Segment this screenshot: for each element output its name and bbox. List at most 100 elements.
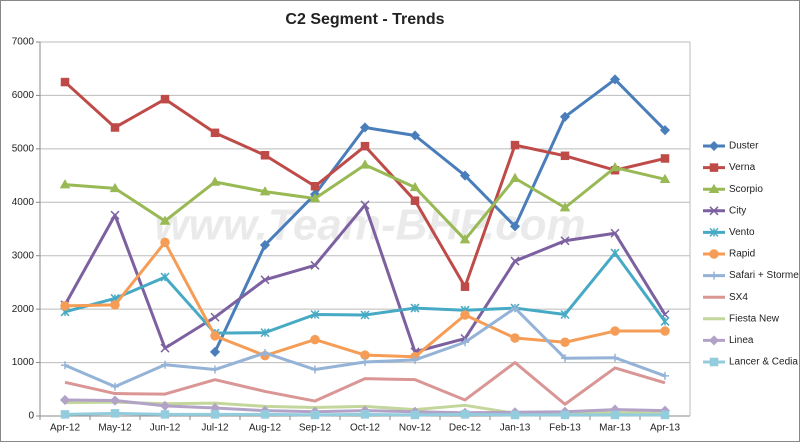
data-point (510, 333, 520, 343)
data-point (110, 409, 120, 418)
data-point (60, 301, 70, 311)
y-tick-label: 0 (28, 411, 34, 422)
data-point (460, 310, 470, 320)
data-point (211, 365, 219, 374)
legend-marker (709, 163, 719, 172)
legend-marker (708, 140, 720, 152)
data-point (660, 326, 670, 336)
data-point (160, 272, 170, 282)
data-point (159, 400, 171, 411)
data-point (160, 237, 170, 248)
data-point (209, 346, 221, 357)
data-point (360, 350, 370, 360)
x-tick-label: Jun-12 (150, 423, 181, 434)
legend-marker (709, 227, 719, 237)
x-tick-label: May-12 (98, 423, 132, 434)
data-point (510, 410, 520, 420)
legend-marker (710, 271, 718, 280)
data-point (210, 410, 220, 419)
data-point (610, 410, 620, 420)
data-point (660, 154, 670, 163)
data-point (160, 343, 170, 353)
legend-label: City (729, 205, 746, 216)
data-point (210, 128, 220, 138)
data-point (259, 239, 271, 251)
data-point (60, 410, 70, 419)
data-point (561, 354, 569, 363)
watermark: www.Team-BHP.com (154, 201, 585, 250)
data-point (560, 151, 570, 161)
data-point (409, 181, 421, 192)
data-point (509, 221, 521, 232)
legend-marker (708, 335, 720, 346)
y-tick-label: 7000 (12, 37, 35, 48)
data-point (560, 309, 570, 320)
legend-label: Scorpio (729, 184, 763, 195)
x-tick-label: Mar-13 (599, 423, 631, 434)
data-point (210, 331, 220, 341)
data-point (360, 200, 370, 210)
x-tick-label: Nov-12 (399, 423, 432, 434)
y-tick-label: 2000 (12, 304, 35, 315)
data-point (309, 193, 321, 203)
data-point (559, 111, 571, 122)
data-point (410, 303, 420, 313)
data-point (511, 304, 519, 313)
x-tick-label: Apr-13 (650, 423, 680, 434)
data-point (510, 140, 520, 150)
data-point (361, 358, 369, 367)
data-point (560, 337, 570, 348)
legend-label: Safari + Storme (729, 270, 799, 281)
y-tick-label: 1000 (12, 357, 35, 368)
chart-title: C2 Segment - Trends (285, 11, 444, 28)
data-point (260, 328, 270, 338)
data-point (260, 275, 270, 285)
legend-label: Vento (729, 227, 755, 238)
data-point (161, 360, 169, 369)
series-line (213, 77, 667, 353)
series-line (64, 361, 666, 406)
data-point (310, 410, 320, 420)
data-point (560, 236, 570, 246)
y-tick-label: 6000 (12, 90, 35, 101)
data-point (59, 394, 71, 406)
data-point (509, 172, 521, 182)
data-point (460, 282, 470, 291)
data-point (410, 196, 420, 205)
x-tick-label: Feb-13 (549, 423, 581, 434)
x-tick-label: Dec-12 (449, 423, 482, 434)
data-point (111, 382, 119, 391)
data-point (210, 312, 220, 322)
data-point (610, 326, 620, 336)
data-point (559, 202, 571, 212)
data-point (609, 74, 621, 85)
data-point (160, 410, 170, 419)
y-tick-label: 4000 (12, 197, 35, 208)
data-point (359, 122, 371, 133)
legend-marker (709, 206, 719, 216)
data-point (610, 248, 620, 258)
data-point (611, 353, 619, 362)
legend-label: Verna (729, 162, 756, 173)
data-point (110, 300, 120, 310)
data-point (510, 256, 520, 266)
data-point (310, 309, 320, 320)
data-point (109, 395, 121, 406)
data-point (110, 210, 120, 220)
legend-label: Fiesta New (729, 313, 780, 324)
x-tick-label: Jan-13 (500, 423, 531, 434)
data-point (659, 125, 671, 136)
data-point (360, 141, 370, 151)
y-tick-label: 5000 (12, 143, 35, 154)
data-point (560, 410, 570, 420)
x-tick-label: Apr-12 (50, 423, 80, 434)
data-point (661, 371, 669, 380)
data-point (60, 77, 70, 87)
x-tick-label: Sep-12 (299, 423, 332, 434)
data-point (609, 162, 621, 172)
data-point (411, 355, 419, 364)
legend-label: Rapid (729, 249, 755, 260)
x-tick-label: Oct-12 (350, 423, 380, 434)
